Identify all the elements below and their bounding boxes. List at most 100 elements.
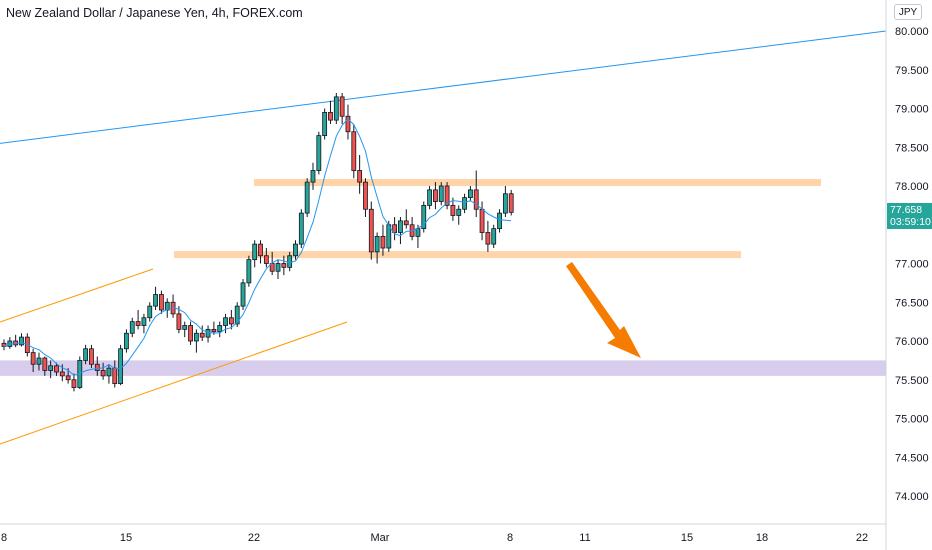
candles-layer bbox=[1, 93, 514, 392]
candle-body bbox=[124, 332, 129, 350]
time-tick-label: 8 bbox=[507, 532, 513, 544]
candle-body bbox=[374, 235, 380, 253]
upper-trendline bbox=[0, 30, 887, 144]
candle-body bbox=[502, 193, 508, 214]
candle-body bbox=[19, 336, 24, 346]
candle-body bbox=[246, 259, 252, 284]
candle-body bbox=[398, 220, 403, 233]
candle-body bbox=[258, 243, 263, 257]
candle-body bbox=[339, 96, 345, 117]
candle-body bbox=[147, 305, 153, 319]
candle-body bbox=[322, 111, 328, 137]
candle-body bbox=[1, 342, 7, 347]
candle-body bbox=[94, 363, 100, 371]
candle-body bbox=[345, 115, 351, 133]
price-tick-label: 76.500 bbox=[895, 297, 929, 309]
candle-body bbox=[176, 313, 182, 330]
channel-lower-line bbox=[0, 321, 348, 445]
candle-body bbox=[217, 325, 223, 333]
candle-body bbox=[485, 232, 491, 245]
time-tick-label: Mar bbox=[371, 532, 390, 544]
candle-body bbox=[450, 204, 456, 216]
candle-body bbox=[112, 367, 118, 385]
target-zone bbox=[0, 360, 886, 376]
candle-body bbox=[462, 197, 467, 210]
candle-body bbox=[100, 370, 106, 377]
candle-body bbox=[310, 170, 316, 183]
candle-body bbox=[497, 212, 502, 230]
candle-body bbox=[36, 357, 42, 365]
time-tick-label: 11 bbox=[579, 532, 590, 544]
candle-body bbox=[403, 220, 409, 226]
candle-body bbox=[234, 305, 240, 325]
arrow-layer bbox=[566, 262, 641, 358]
candle-body bbox=[141, 317, 147, 326]
candle-body bbox=[228, 317, 234, 325]
candle-body bbox=[357, 170, 363, 183]
candle-body bbox=[427, 189, 432, 206]
price-tick-label: 74.500 bbox=[895, 452, 929, 464]
price-tick-label: 77.000 bbox=[895, 259, 929, 271]
price-tick-label: 76.000 bbox=[895, 336, 929, 348]
price-tick-label: 75.500 bbox=[895, 375, 929, 387]
candle-body bbox=[252, 243, 258, 261]
candle-body bbox=[392, 224, 398, 233]
candle-body bbox=[351, 131, 357, 171]
candle-body bbox=[223, 317, 228, 326]
candle-body bbox=[159, 294, 164, 311]
candle-body bbox=[54, 365, 59, 373]
channel-upper-line bbox=[0, 268, 154, 323]
price-tick-label: 79.500 bbox=[895, 65, 929, 77]
candle-body bbox=[205, 328, 211, 338]
candle-body bbox=[153, 294, 158, 307]
candle-body bbox=[438, 185, 444, 202]
candle-body bbox=[281, 263, 287, 268]
last-price-tag: 77.658 03:59:10 bbox=[887, 203, 932, 229]
bar-countdown: 03:59:10 bbox=[890, 216, 931, 228]
candle-body bbox=[479, 208, 485, 233]
candle-body bbox=[263, 255, 269, 264]
candle-body bbox=[467, 189, 473, 199]
last-price-value: 77.658 bbox=[890, 204, 923, 216]
currency-badge[interactable]: JPY bbox=[894, 4, 922, 20]
time-tick-label: 22 bbox=[856, 532, 868, 544]
candle-body bbox=[89, 348, 94, 365]
candle-body bbox=[30, 352, 36, 365]
candle-body bbox=[129, 321, 135, 334]
plot-area[interactable] bbox=[0, 0, 886, 524]
candle-body bbox=[363, 181, 368, 210]
candle-body bbox=[508, 193, 514, 213]
time-tick-label: 15 bbox=[681, 532, 693, 544]
candle-body bbox=[42, 357, 48, 371]
time-axis[interactable]: 8 15 22 Mar 8 11 15 18 22 bbox=[1, 532, 868, 544]
candle-body bbox=[298, 212, 304, 245]
down-arrow bbox=[566, 262, 641, 358]
candle-body bbox=[135, 321, 141, 326]
candle-body bbox=[164, 301, 170, 311]
support-zone bbox=[174, 251, 741, 259]
time-tick-label: 8 bbox=[1, 532, 7, 544]
candle-body bbox=[491, 228, 497, 245]
candle-body bbox=[65, 375, 71, 381]
price-tick-label: 75.000 bbox=[895, 414, 929, 426]
candle-body bbox=[287, 255, 293, 268]
candle-body bbox=[182, 325, 188, 330]
candle-body bbox=[71, 379, 77, 388]
drawing-layer bbox=[0, 30, 887, 445]
price-tick-label: 74.000 bbox=[895, 491, 929, 503]
candle-body bbox=[421, 204, 427, 230]
candle-body bbox=[106, 367, 112, 377]
price-tick-label: 78.500 bbox=[895, 142, 929, 154]
price-axis[interactable]: 80.00079.50079.00078.50078.00077.50077.0… bbox=[895, 26, 929, 503]
time-tick-label: 15 bbox=[120, 532, 132, 544]
candle-body bbox=[333, 96, 339, 121]
candle-body bbox=[199, 332, 205, 338]
candle-body bbox=[415, 228, 421, 237]
candle-body bbox=[316, 135, 322, 171]
candle-body bbox=[380, 235, 386, 249]
candle-body bbox=[275, 263, 281, 272]
candle-body bbox=[118, 348, 123, 385]
candle-body bbox=[193, 332, 199, 342]
candle-body bbox=[188, 325, 193, 342]
